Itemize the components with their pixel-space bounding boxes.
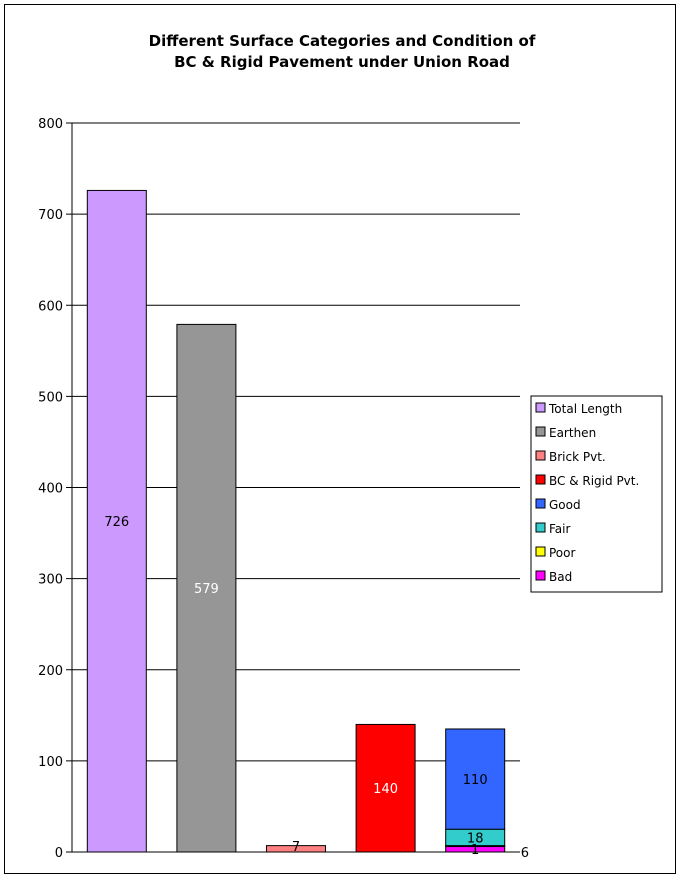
legend-swatch bbox=[535, 522, 546, 533]
legend-box bbox=[530, 395, 663, 593]
data-label: 1 bbox=[471, 843, 479, 858]
data-label: 110 bbox=[463, 773, 488, 788]
data-label: 18 bbox=[467, 831, 484, 846]
y-tick-label: 0 bbox=[55, 846, 63, 861]
legend-swatch bbox=[535, 498, 546, 509]
bar-brick-pvt bbox=[266, 845, 326, 853]
y-tick-label: 200 bbox=[38, 664, 63, 679]
legend-label: BC & Rigid Pvt. bbox=[549, 474, 639, 488]
legend-label: Earthen bbox=[549, 426, 596, 440]
legend-label: Bad bbox=[549, 570, 572, 584]
y-tick-label: 700 bbox=[38, 208, 63, 223]
legend-label: Brick Pvt. bbox=[549, 450, 606, 464]
bar-bc-rigid-pvt bbox=[355, 723, 416, 853]
data-labels: 726 579 7 140 6 118 110 bbox=[104, 515, 529, 861]
legend-swatch bbox=[535, 450, 546, 461]
y-tick-label: 400 bbox=[38, 482, 63, 497]
data-label: 140 bbox=[373, 782, 398, 797]
legend-label: Fair bbox=[549, 522, 570, 536]
legend-swatch bbox=[535, 426, 546, 437]
bar-total-length bbox=[86, 189, 147, 853]
legend-label: Good bbox=[549, 498, 581, 512]
legend-label: Total Length bbox=[548, 402, 622, 416]
data-label: 726 bbox=[104, 515, 129, 530]
legend-label: Poor bbox=[549, 546, 575, 560]
y-tick-label: 500 bbox=[38, 390, 63, 405]
y-tick-label: 100 bbox=[38, 755, 63, 770]
data-label: 579 bbox=[194, 582, 219, 597]
chart-title-line-1: Different Surface Categories and Conditi… bbox=[149, 32, 536, 50]
y-tick-label: 800 bbox=[38, 117, 63, 132]
bars bbox=[86, 189, 506, 853]
data-label: 7 bbox=[292, 840, 300, 855]
stack-segment-good bbox=[445, 728, 506, 830]
chart-title-line-2: BC & Rigid Pavement under Union Road bbox=[174, 53, 510, 71]
legend-swatch bbox=[535, 402, 546, 413]
y-tick-label: 300 bbox=[38, 573, 63, 588]
legend-swatch bbox=[535, 474, 546, 485]
legend-swatch bbox=[535, 570, 546, 581]
bar-earthen bbox=[176, 323, 237, 853]
y-tick-label: 600 bbox=[38, 299, 63, 314]
data-label: 6 bbox=[521, 846, 529, 861]
legend: Total Length Earthen Brick Pvt. BC & Rigid … bbox=[530, 395, 663, 593]
legend-swatch bbox=[535, 546, 546, 557]
